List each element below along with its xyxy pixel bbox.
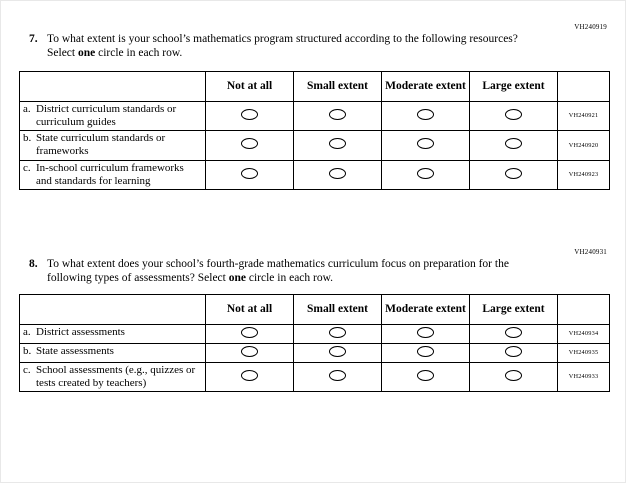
column-header-large-extent: Large extent <box>469 70 558 102</box>
response-circle-icon[interactable] <box>417 326 434 338</box>
response-circle-icon[interactable] <box>329 345 346 357</box>
table-row: a. District curriculum standards or curri… <box>19 100 610 132</box>
question-8-number: 8. <box>29 257 38 270</box>
response-circle-icon[interactable] <box>241 167 258 179</box>
table-row: a. District assessments VH240934 <box>19 323 610 344</box>
response-circle-icon[interactable] <box>417 167 434 179</box>
question-7-code: VH240919 <box>574 23 607 31</box>
response-circle-icon[interactable] <box>417 108 434 120</box>
question-8-body: To what extent does your school’s fourth… <box>47 257 509 285</box>
response-circle-icon[interactable] <box>505 369 522 381</box>
response-circle-icon[interactable] <box>329 108 346 120</box>
corner-header <box>19 70 206 102</box>
question-7-number: 7. <box>29 33 38 45</box>
column-header-moderate-extent: Moderate extent <box>381 293 470 325</box>
table-row: c. In-school curriculum frameworks and st… <box>19 159 610 190</box>
row-label-c: c. School assessments (e.g., quizzes or t… <box>19 361 206 393</box>
response-circle-icon[interactable] <box>329 326 346 338</box>
question-7-body: To what extent is your school’s mathemat… <box>47 33 518 60</box>
response-circle-icon[interactable] <box>241 138 258 150</box>
column-header-small-extent: Small extent <box>293 293 382 325</box>
row-label-b: b. State curriculum standards or framewor… <box>19 130 206 161</box>
row-label-a: a. District curriculum standards or curri… <box>19 100 206 132</box>
response-circle-icon[interactable] <box>417 138 434 150</box>
row-label-b: b. State assessments <box>19 342 206 363</box>
row-code: VH240923 <box>557 159 610 190</box>
question-7-table: Not at all Small extent Moderate extent … <box>19 70 610 190</box>
row-code: VH240921 <box>557 100 610 132</box>
table-row: b. State curriculum standards or framewor… <box>19 130 610 161</box>
response-circle-icon[interactable] <box>329 167 346 179</box>
row-code: VH240934 <box>557 323 610 344</box>
response-circle-icon[interactable] <box>241 369 258 381</box>
table-row: c. School assessments (e.g., quizzes or t… <box>19 361 610 393</box>
table-row: b. State assessments VH240935 <box>19 342 610 363</box>
question-8: VH240931 8. To what extent does your sch… <box>19 247 610 393</box>
response-circle-icon[interactable] <box>505 326 522 338</box>
column-header-small-extent: Small extent <box>293 70 382 102</box>
response-circle-icon[interactable] <box>241 345 258 357</box>
response-circle-icon[interactable] <box>241 326 258 338</box>
row-label-c: c. In-school curriculum frameworks and st… <box>19 159 206 190</box>
column-header-not-at-all: Not at all <box>205 293 294 325</box>
response-circle-icon[interactable] <box>329 138 346 150</box>
column-header-large-extent: Large extent <box>469 293 558 325</box>
row-code: VH240935 <box>557 342 610 363</box>
response-circle-icon[interactable] <box>417 369 434 381</box>
response-circle-icon[interactable] <box>505 138 522 150</box>
question-8-table: Not at all Small extent Moderate extent … <box>19 293 610 393</box>
row-code: VH240920 <box>557 130 610 161</box>
code-column-header <box>557 293 610 325</box>
question-7: VH240919 7. To what extent is your schoo… <box>19 1 610 190</box>
column-header-not-at-all: Not at all <box>205 70 294 102</box>
section-gap <box>1 190 625 248</box>
question-8-text: 8. To what extent does your school’s fou… <box>29 257 544 286</box>
column-header-moderate-extent: Moderate extent <box>381 70 470 102</box>
corner-header <box>19 293 206 325</box>
response-circle-icon[interactable] <box>505 345 522 357</box>
response-circle-icon[interactable] <box>417 345 434 357</box>
response-circle-icon[interactable] <box>505 167 522 179</box>
response-circle-icon[interactable] <box>241 108 258 120</box>
row-label-a: a. District assessments <box>19 323 206 344</box>
question-7-text: 7. To what extent is your school’s mathe… <box>29 32 544 61</box>
code-column-header <box>557 70 610 102</box>
question-8-code: VH240931 <box>574 247 607 256</box>
response-circle-icon[interactable] <box>329 369 346 381</box>
response-circle-icon[interactable] <box>505 108 522 120</box>
row-code: VH240933 <box>557 361 610 393</box>
